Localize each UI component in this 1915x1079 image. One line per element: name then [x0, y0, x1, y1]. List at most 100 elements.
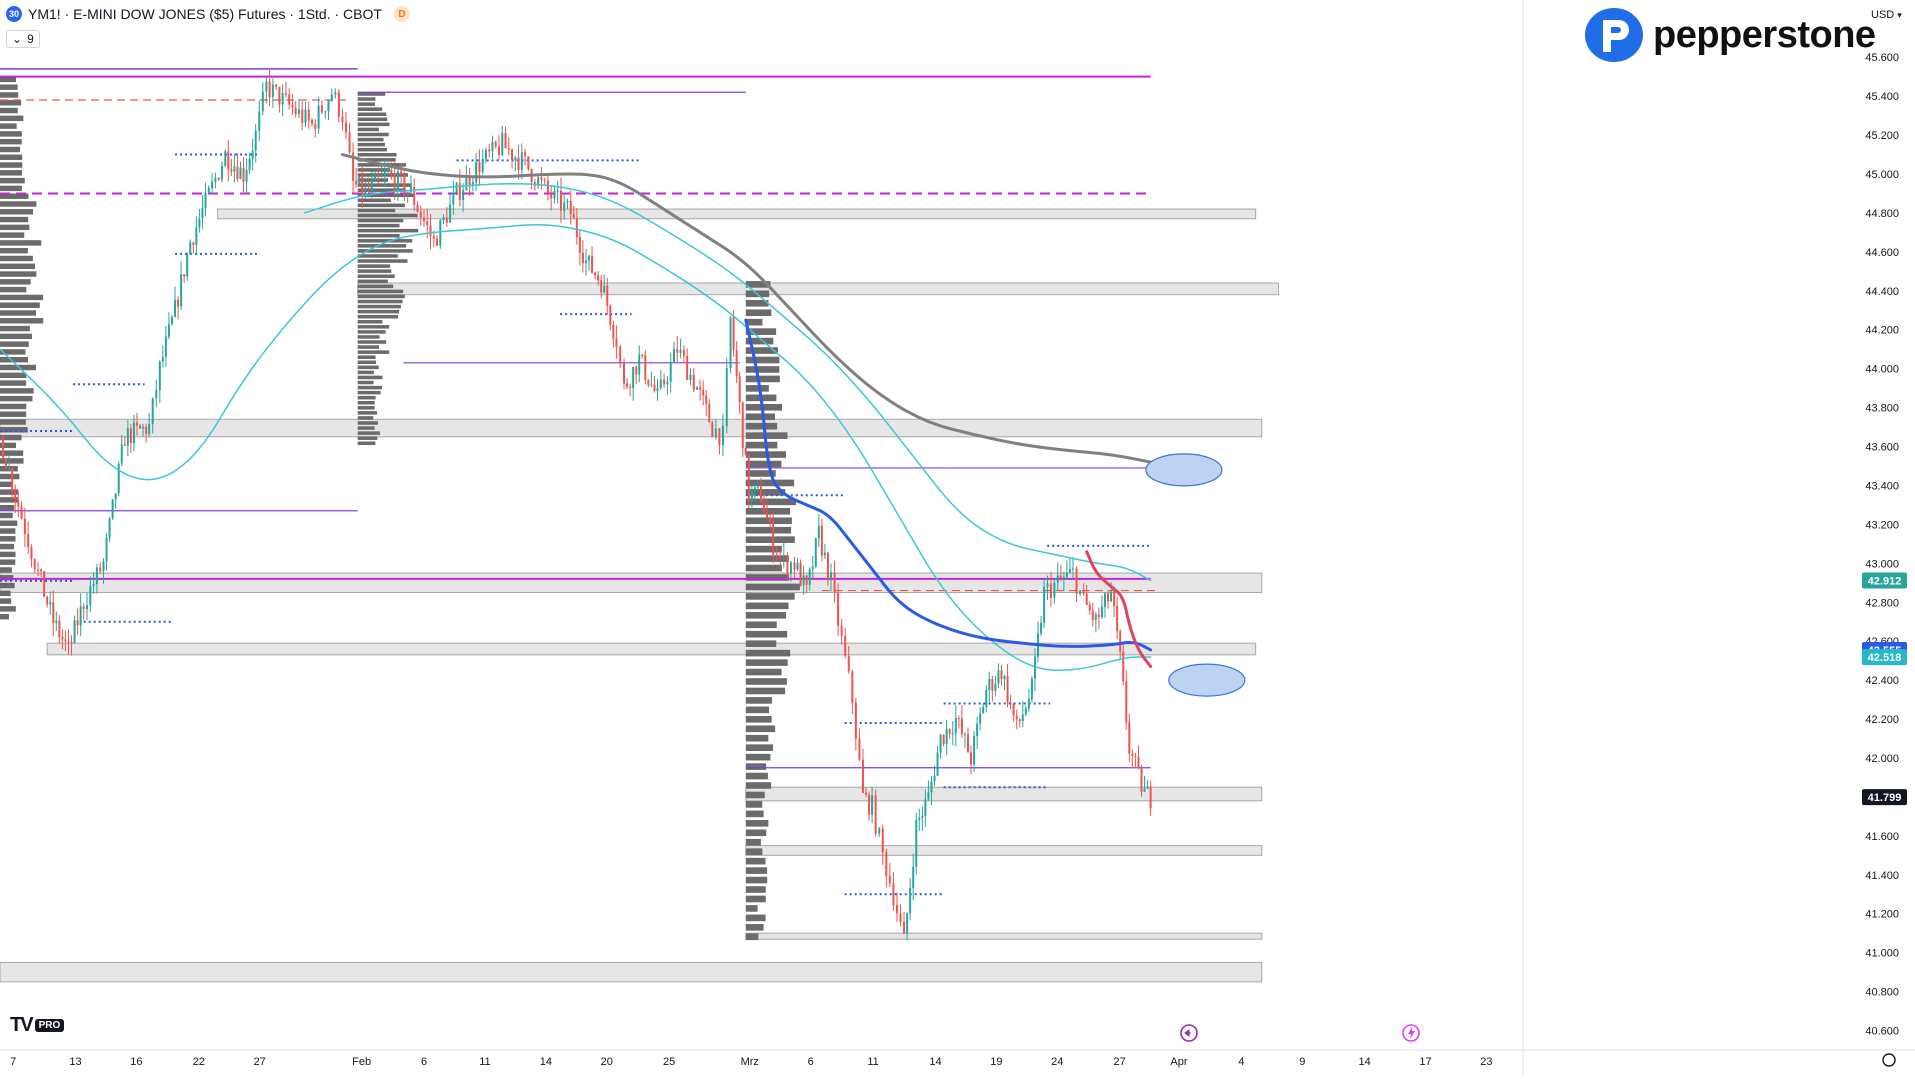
candle-body [70, 641, 73, 643]
volume-profile-bar [357, 279, 388, 284]
candle-body [123, 444, 126, 446]
volume-profile-bar [357, 320, 383, 324]
candle-body [1107, 593, 1110, 602]
candle-body [721, 425, 724, 446]
volume-profile-bar [0, 489, 19, 495]
candle-body [826, 552, 829, 581]
candle-body [242, 167, 245, 182]
candle-body [912, 866, 915, 888]
volume-profile-bar [0, 325, 30, 332]
event-marker-icon [1180, 1024, 1198, 1042]
candle-body [945, 729, 948, 744]
indicator-toggle[interactable]: ⌄ 9 [6, 30, 40, 48]
candle-body [954, 718, 957, 734]
candle-body [204, 192, 207, 209]
moving-average-line [303, 182, 1152, 582]
volume-profile-bar [357, 380, 374, 385]
volume-profile-bar [0, 310, 37, 316]
symbol-title[interactable]: YM1! · E-MINI DOW JONES ($5) Futures · 1… [28, 6, 382, 22]
candle-body [741, 402, 744, 449]
volume-profile-bar [0, 92, 19, 98]
volume-profile-bar [745, 857, 766, 865]
moving-average-line [340, 153, 1153, 464]
candle-body [501, 133, 504, 155]
candle-body [248, 158, 251, 171]
volume-profile-bar [0, 115, 24, 122]
volume-profile-bar [357, 259, 408, 263]
candle-body [1024, 708, 1027, 715]
candle-body [575, 218, 578, 238]
volume-profile-bar [357, 102, 375, 106]
candle-body [899, 913, 902, 922]
candle-body [1006, 676, 1009, 703]
candle-body [58, 620, 61, 637]
volume-profile-bar [0, 613, 9, 620]
candle-body [782, 555, 785, 557]
candle-body [233, 166, 236, 172]
candle-body [416, 204, 419, 212]
candle-body [1140, 766, 1143, 792]
volume-profile-bar [0, 590, 11, 597]
price-tick-label: 40.600 [1865, 1026, 1899, 1038]
candle-body [609, 305, 612, 325]
candle-body [195, 227, 198, 245]
candle-body [258, 111, 261, 131]
delayed-data-badge[interactable]: D [393, 6, 410, 22]
volume-profile-bar [0, 201, 37, 207]
candle-body [37, 569, 40, 571]
candle-body [82, 606, 85, 610]
candle-body [268, 81, 271, 98]
candle-body [511, 149, 514, 160]
volume-profile-bar [0, 216, 29, 223]
candle-body [1056, 575, 1059, 583]
volume-profile-bar [357, 92, 386, 96]
candle-body [1100, 606, 1103, 617]
candle-body [364, 188, 367, 196]
candle-body [429, 225, 432, 237]
candle-body [1043, 586, 1046, 623]
price-tag-background [1862, 572, 1907, 589]
volume-profile-bar [0, 403, 27, 410]
volume-profile-bar [0, 131, 22, 137]
volume-profile-bar [0, 434, 22, 441]
candle-body [939, 734, 942, 753]
candle-body [644, 355, 647, 380]
volume-profile [0, 76, 44, 620]
volume-profile-bar [745, 517, 792, 525]
candle-body [865, 792, 868, 795]
volume-profile-bar [357, 370, 374, 375]
time-tick-label: 4 [1238, 1056, 1244, 1068]
lightning-icon [1408, 1027, 1415, 1039]
candle-body [439, 220, 442, 246]
candle-body [837, 592, 840, 626]
volume-profile-bar [0, 356, 28, 363]
candle-body [478, 162, 481, 173]
volume-profile-bar [0, 481, 13, 488]
candle-body [799, 562, 802, 586]
currency-selector[interactable]: USD ▾ [1871, 9, 1902, 21]
volume-profile-bar [357, 193, 415, 198]
candle-body [1143, 788, 1146, 792]
candle-body [840, 625, 843, 636]
volume-profile-bar [0, 170, 23, 176]
candle-body [99, 567, 102, 572]
volume-profile-bar [0, 528, 16, 534]
candle-body [942, 734, 945, 744]
volume-profile-bar [357, 158, 396, 162]
candle-body [779, 556, 782, 558]
candle-body [563, 202, 566, 211]
candle-body [155, 390, 158, 399]
candle-body [374, 174, 377, 181]
volume-profile-bar [0, 536, 16, 542]
volume-profile-bar [357, 178, 389, 182]
volume-profile-bar [745, 687, 786, 695]
price-tick-label: 41.000 [1865, 948, 1899, 960]
candle-body [868, 794, 871, 815]
candle-body [139, 425, 142, 429]
candle-body [1146, 786, 1149, 789]
price-tick-label: 44.000 [1865, 364, 1899, 376]
moving-average-line [1085, 550, 1153, 669]
candle-body [30, 547, 33, 560]
